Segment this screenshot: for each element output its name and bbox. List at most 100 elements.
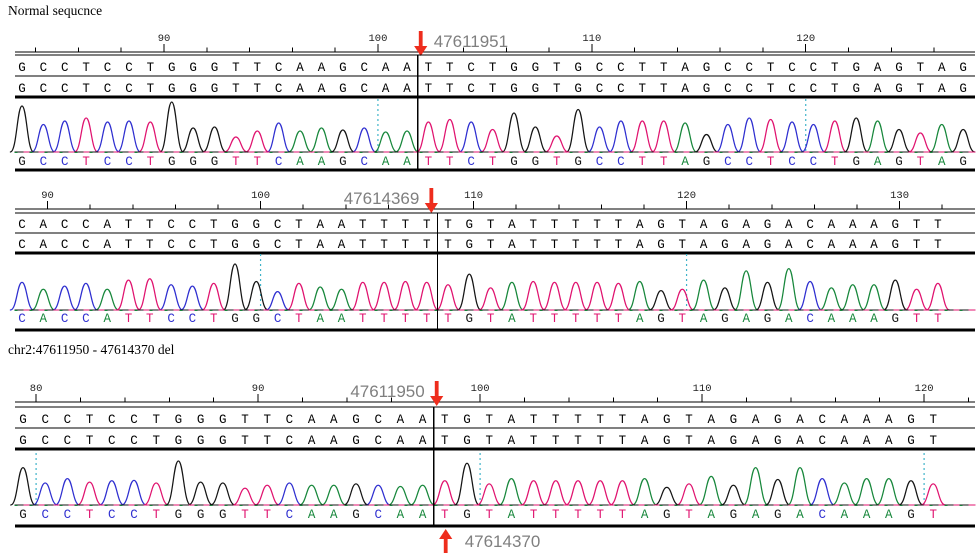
svg-text:T: T <box>210 238 218 252</box>
svg-text:T: T <box>86 434 94 448</box>
svg-text:A: A <box>700 238 708 252</box>
svg-text:A: A <box>382 155 390 169</box>
svg-text:C: C <box>125 155 133 169</box>
svg-text:T: T <box>487 238 495 252</box>
svg-text:C: C <box>617 155 625 169</box>
svg-text:A: A <box>752 508 760 522</box>
position-ruler: 90 100 110 120 <box>15 33 975 53</box>
svg-text:T: T <box>380 312 388 326</box>
svg-text:100: 100 <box>471 383 490 395</box>
svg-text:T: T <box>241 508 249 522</box>
svg-text:A: A <box>870 218 878 232</box>
svg-text:G: G <box>907 508 915 522</box>
svg-text:T: T <box>254 82 262 96</box>
svg-text:G: G <box>175 434 183 448</box>
panel-normal-sequence-trace-2: 90 100 110 120 13047614369CCAACCCCAATTTTCCCC… <box>9 188 976 332</box>
svg-text:G: G <box>168 61 176 75</box>
svg-text:T: T <box>423 312 431 326</box>
svg-text:C: C <box>274 218 282 232</box>
svg-text:C: C <box>104 61 112 75</box>
svg-text:C: C <box>788 155 796 169</box>
svg-text:T: T <box>639 61 647 75</box>
svg-text:T: T <box>485 413 493 427</box>
svg-text:C: C <box>130 413 138 427</box>
svg-text:C: C <box>61 61 69 75</box>
svg-text:A: A <box>796 434 804 448</box>
svg-text:C: C <box>61 238 69 252</box>
svg-text:120: 120 <box>796 33 815 45</box>
svg-text:G: G <box>730 434 738 448</box>
svg-text:G: G <box>774 434 782 448</box>
svg-text:C: C <box>40 155 48 169</box>
svg-text:T: T <box>913 238 921 252</box>
svg-text:A: A <box>318 82 326 96</box>
svg-text:T: T <box>86 413 94 427</box>
svg-text:T: T <box>125 218 133 232</box>
svg-text:T: T <box>152 508 160 522</box>
svg-text:C: C <box>818 434 826 448</box>
svg-text:A: A <box>828 312 836 326</box>
svg-text:90: 90 <box>158 33 171 45</box>
svg-text:G: G <box>18 155 26 169</box>
svg-text:T: T <box>82 155 90 169</box>
svg-text:C: C <box>810 155 818 169</box>
svg-text:A: A <box>796 413 804 427</box>
svg-text:G: G <box>211 155 219 169</box>
svg-text:A: A <box>508 218 516 232</box>
svg-text:C: C <box>724 155 732 169</box>
svg-text:A: A <box>785 312 793 326</box>
svg-text:120: 120 <box>677 190 696 202</box>
svg-text:T: T <box>660 155 668 169</box>
svg-text:T: T <box>679 238 687 252</box>
svg-text:G: G <box>663 434 671 448</box>
svg-text:T: T <box>441 413 449 427</box>
svg-text:T: T <box>679 218 687 232</box>
svg-text:G: G <box>532 155 540 169</box>
svg-text:G: G <box>892 238 900 252</box>
svg-text:T: T <box>572 238 580 252</box>
fluorescence-trace <box>9 101 976 153</box>
svg-text:C: C <box>286 508 294 522</box>
svg-text:A: A <box>742 218 750 232</box>
red-down-arrow-icon <box>430 381 444 406</box>
svg-text:G: G <box>657 218 665 232</box>
svg-text:A: A <box>681 61 689 75</box>
svg-text:G: G <box>19 508 27 522</box>
svg-text:G: G <box>339 155 347 169</box>
svg-text:T: T <box>934 238 942 252</box>
svg-text:T: T <box>831 82 839 96</box>
svg-text:G: G <box>175 413 183 427</box>
svg-text:C: C <box>125 61 133 75</box>
svg-text:C: C <box>788 82 796 96</box>
svg-text:A: A <box>742 238 750 252</box>
svg-text:A: A <box>419 413 427 427</box>
svg-text:T: T <box>487 218 495 232</box>
svg-text:G: G <box>219 434 227 448</box>
svg-text:T: T <box>147 61 155 75</box>
svg-text:G: G <box>532 61 540 75</box>
fluorescence-trace <box>9 263 976 311</box>
svg-text:T: T <box>152 434 160 448</box>
svg-text:C: C <box>746 155 754 169</box>
svg-text:T: T <box>553 155 561 169</box>
svg-text:T: T <box>593 238 601 252</box>
svg-text:T: T <box>423 218 431 232</box>
svg-text:T: T <box>685 413 693 427</box>
svg-text:A: A <box>508 434 516 448</box>
svg-text:T: T <box>917 155 925 169</box>
svg-text:A: A <box>338 238 346 252</box>
svg-text:A: A <box>707 434 715 448</box>
svg-text:C: C <box>104 82 112 96</box>
svg-text:T: T <box>423 238 431 252</box>
svg-text:C: C <box>818 508 826 522</box>
svg-text:G: G <box>231 238 239 252</box>
svg-text:T: T <box>529 218 537 232</box>
svg-text:A: A <box>700 218 708 232</box>
svg-text:G: G <box>895 155 903 169</box>
svg-text:C: C <box>274 238 282 252</box>
svg-text:G: G <box>721 218 729 232</box>
